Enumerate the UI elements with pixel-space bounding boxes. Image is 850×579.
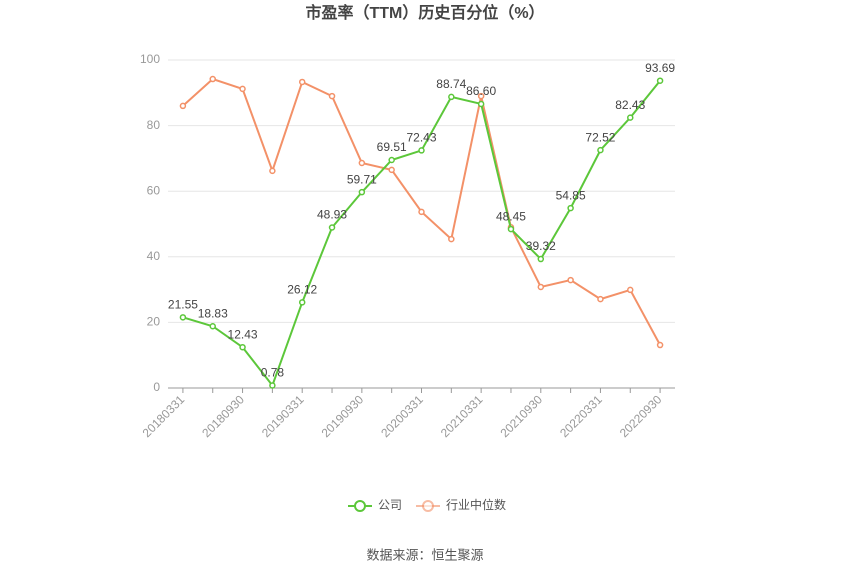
point bbox=[298, 78, 306, 86]
legend-label: 行业中位数 bbox=[446, 497, 506, 512]
data-label: 39.32 bbox=[526, 239, 556, 253]
x-tick-label: 20220331 bbox=[557, 392, 605, 440]
legend-label: 公司 bbox=[378, 498, 402, 512]
x-tick-label: 20210930 bbox=[498, 392, 546, 440]
point bbox=[239, 343, 246, 351]
data-label: 48.93 bbox=[317, 208, 347, 222]
point bbox=[418, 147, 425, 154]
legend-marker bbox=[354, 500, 366, 512]
point bbox=[507, 225, 515, 233]
point bbox=[269, 382, 276, 389]
y-tick-label: 40 bbox=[147, 249, 161, 263]
y-tick-label: 0 bbox=[153, 380, 160, 394]
x-tick-label: 20200331 bbox=[378, 392, 426, 440]
point bbox=[179, 102, 187, 110]
point bbox=[477, 92, 485, 100]
point bbox=[179, 314, 187, 321]
point bbox=[656, 341, 664, 349]
point bbox=[358, 159, 366, 167]
data-label: 88.74 bbox=[436, 77, 466, 91]
point bbox=[388, 166, 395, 174]
point bbox=[209, 75, 216, 83]
y-tick-label: 80 bbox=[147, 118, 161, 132]
x-tick-label: 20180930 bbox=[199, 392, 247, 440]
point bbox=[328, 224, 336, 231]
point bbox=[597, 295, 604, 303]
data-label: 86.60 bbox=[466, 84, 496, 98]
legend-marker bbox=[422, 500, 434, 512]
x-tick-label: 20220930 bbox=[617, 392, 665, 440]
data-label: 54.85 bbox=[556, 188, 586, 202]
point bbox=[239, 85, 246, 93]
y-tick-label: 20 bbox=[147, 315, 161, 329]
x-tick-label: 20210331 bbox=[438, 392, 486, 440]
point bbox=[388, 156, 395, 164]
point bbox=[597, 146, 604, 154]
data-label: 48.45 bbox=[496, 209, 526, 223]
point bbox=[209, 322, 216, 330]
point bbox=[477, 100, 485, 108]
point bbox=[537, 255, 545, 263]
data-label: 18.83 bbox=[198, 306, 228, 320]
data-label: 59.71 bbox=[347, 172, 377, 186]
point bbox=[298, 299, 306, 306]
point bbox=[448, 93, 455, 101]
x-tick-label: 20190331 bbox=[259, 392, 307, 440]
point bbox=[328, 92, 336, 100]
point bbox=[567, 204, 574, 212]
point bbox=[656, 77, 664, 84]
source: 数据来源：恒生聚源 bbox=[366, 547, 483, 562]
x-tick-label: 20190930 bbox=[319, 392, 367, 440]
data-label: 0.78 bbox=[261, 366, 285, 380]
y-tick-label: 100 bbox=[140, 52, 160, 66]
data-label: 12.43 bbox=[228, 327, 258, 341]
point bbox=[537, 283, 545, 291]
point bbox=[567, 276, 574, 284]
point bbox=[358, 188, 366, 196]
point bbox=[418, 208, 425, 216]
point bbox=[627, 286, 634, 294]
data-label: 26.12 bbox=[287, 282, 317, 296]
point bbox=[448, 235, 455, 243]
data-label: 72.43 bbox=[406, 131, 436, 145]
y-tick-label: 60 bbox=[147, 183, 161, 197]
chart-title: 市盈率（TTM）历史百分位（%） bbox=[305, 3, 544, 22]
data-label: 69.51 bbox=[377, 140, 407, 154]
data-label: 93.69 bbox=[645, 61, 675, 75]
x-tick-label: 20180331 bbox=[140, 392, 188, 440]
point bbox=[269, 167, 276, 175]
data-label: 82.43 bbox=[615, 98, 645, 112]
data-label: 72.52 bbox=[585, 130, 615, 144]
point bbox=[627, 114, 634, 121]
data-label: 21.55 bbox=[168, 297, 198, 311]
